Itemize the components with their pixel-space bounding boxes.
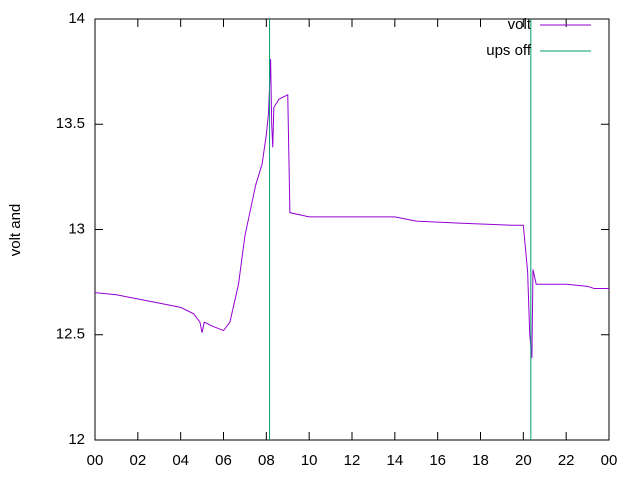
x-tick-label: 06 — [215, 452, 232, 469]
y-axis-label: volt and — [7, 204, 24, 257]
series-line — [94, 58, 609, 358]
y-tick-label: 12.5 — [56, 326, 85, 343]
x-tick-label: 02 — [129, 452, 146, 469]
x-tick-label: 20 — [515, 452, 532, 469]
y-tick-label: 13 — [68, 220, 85, 237]
x-tick-label: 04 — [172, 452, 189, 469]
x-tick-label: 00 — [87, 452, 104, 469]
y-tick-label: 13.5 — [56, 115, 85, 132]
x-tick-label: 22 — [558, 452, 575, 469]
x-tick-label: 08 — [258, 452, 275, 469]
x-tick-label: 18 — [472, 452, 489, 469]
x-tick-label: 00 — [601, 452, 618, 469]
series-line — [269, 19, 532, 440]
y-tick-label: 12 — [68, 431, 85, 448]
x-tick-label: 10 — [301, 452, 318, 469]
y-tick-label: 14 — [68, 10, 85, 27]
x-tick-label: 14 — [386, 452, 403, 469]
legend-label: ups off — [486, 42, 532, 59]
plot-frame — [94, 18, 610, 441]
x-tick-label: 16 — [429, 452, 446, 469]
x-tick-label: 12 — [344, 452, 361, 469]
legend-label: volt — [508, 16, 532, 33]
